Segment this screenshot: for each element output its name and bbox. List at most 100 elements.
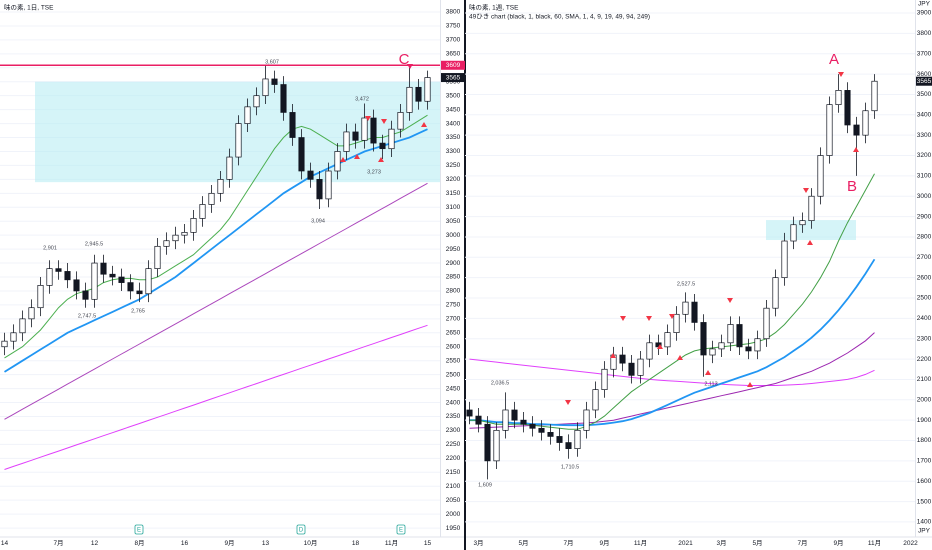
y-tick-label: 2000	[917, 397, 932, 404]
candle-body	[136, 290, 143, 295]
y-tick-label: 3300	[917, 132, 932, 139]
chart-title: 味の素, 1週, TSE	[469, 3, 519, 12]
y-tick-label: 1900	[917, 417, 932, 424]
y-tick-label: 2800	[917, 234, 932, 241]
y-tick-label: 3350	[446, 134, 461, 141]
price-label-box	[441, 73, 465, 83]
candle-body	[253, 95, 260, 108]
x-tick-label: 18	[352, 540, 360, 547]
candle-body	[244, 106, 251, 124]
y-tick-label: 3650	[446, 51, 461, 58]
candle-body	[118, 276, 125, 283]
signal-marker	[354, 154, 360, 159]
signal-marker	[365, 116, 371, 121]
candle-body	[583, 409, 590, 431]
x-tick-label: 11月	[385, 539, 398, 547]
x-tick-label: 7月	[797, 539, 807, 547]
y-tick-label: 2100	[446, 483, 461, 490]
annotation: 2,527.5	[677, 281, 695, 287]
event-label: E	[399, 527, 403, 533]
signal-marker	[677, 355, 683, 360]
y-tick-label: 3400	[917, 112, 932, 119]
y-tick-label: 3200	[446, 176, 461, 183]
candle-body	[316, 179, 323, 200]
x-tick-label: 3月	[716, 539, 726, 547]
candle-body	[280, 84, 287, 113]
y-tick-label: 2950	[446, 246, 461, 253]
candle-body	[709, 348, 716, 356]
candle-body	[718, 342, 725, 350]
y-tick-label: 2150	[446, 469, 461, 476]
signal-marker	[407, 64, 413, 69]
candle-body	[190, 218, 197, 233]
y-tick-label: 3400	[446, 120, 461, 127]
candle-body	[208, 192, 215, 205]
annotation: 1,710.5	[561, 464, 579, 470]
x-tick-label: 15	[424, 540, 432, 547]
candle-body	[790, 224, 797, 242]
moving-average	[469, 358, 875, 386]
annotation: 2,945.5	[85, 241, 103, 247]
price-label: 3565	[446, 74, 461, 81]
candle-body	[10, 332, 17, 342]
candle-body	[28, 307, 35, 320]
candle-body	[529, 423, 536, 429]
candle-body	[601, 368, 608, 390]
candle-body	[343, 131, 350, 152]
x-tick-label: 7月	[563, 539, 573, 547]
x-tick-label: 11月	[634, 539, 647, 547]
signal-marker	[838, 72, 844, 77]
candle-body	[127, 282, 134, 292]
candle-body	[664, 332, 671, 348]
candle-body	[619, 354, 626, 364]
y-tick-label: 2000	[446, 511, 461, 518]
annotation: 2,113	[704, 381, 717, 387]
signal-marker	[727, 298, 733, 303]
signal-marker	[340, 157, 346, 162]
x-tick-label: 12	[91, 540, 99, 547]
y-tick-label: 3500	[917, 91, 932, 98]
candle-body	[145, 268, 152, 295]
y-tick-label: 3600	[917, 71, 932, 78]
y-tick-label: 2500	[446, 371, 461, 378]
x-tick-label: 3月	[473, 539, 483, 547]
candle-body	[370, 117, 377, 144]
y-tick-label: 2100	[917, 376, 932, 383]
candle-body	[592, 389, 599, 411]
price-label-box	[441, 60, 465, 70]
x-tick-label: 2021	[678, 540, 693, 547]
y-tick-label: 2900	[446, 260, 461, 267]
candle-body	[853, 124, 860, 136]
y-tick-label: 1800	[917, 437, 932, 444]
y-tick-label: 3700	[917, 50, 932, 57]
x-tick-label: 16	[181, 540, 189, 547]
y-tick-label: 3000	[917, 193, 932, 200]
candle-body	[91, 262, 98, 300]
y-tick-label: 2700	[917, 254, 932, 261]
candle-body	[520, 419, 527, 425]
y-tick-label: 2350	[446, 413, 461, 420]
annotation: 2,036.5	[491, 380, 509, 386]
event-badge	[296, 524, 306, 535]
x-tick-label: 14	[1, 540, 9, 547]
candle-body	[217, 179, 224, 194]
y-tick-label: 2400	[446, 399, 461, 406]
candle-body	[172, 234, 179, 242]
signal-marker	[610, 353, 616, 358]
axis-unit: JPY	[918, 1, 931, 8]
x-tick-label: 13	[262, 540, 270, 547]
x-tick-label: 11月	[868, 539, 881, 547]
y-tick-label: 3800	[446, 9, 461, 16]
candle-body	[781, 240, 788, 279]
y-tick-label: 2800	[446, 288, 461, 295]
y-tick-label: 2850	[446, 274, 461, 281]
moving-average	[4, 324, 428, 470]
x-tick-label: 5月	[752, 539, 762, 547]
y-tick-label: 2650	[446, 330, 461, 337]
candle-body	[46, 268, 53, 286]
signal-marker	[669, 314, 675, 319]
candle-body	[538, 427, 545, 433]
signal-marker	[646, 316, 652, 321]
chart-title: 味の素, 1日, TSE	[4, 3, 54, 12]
signal-marker	[803, 188, 809, 193]
